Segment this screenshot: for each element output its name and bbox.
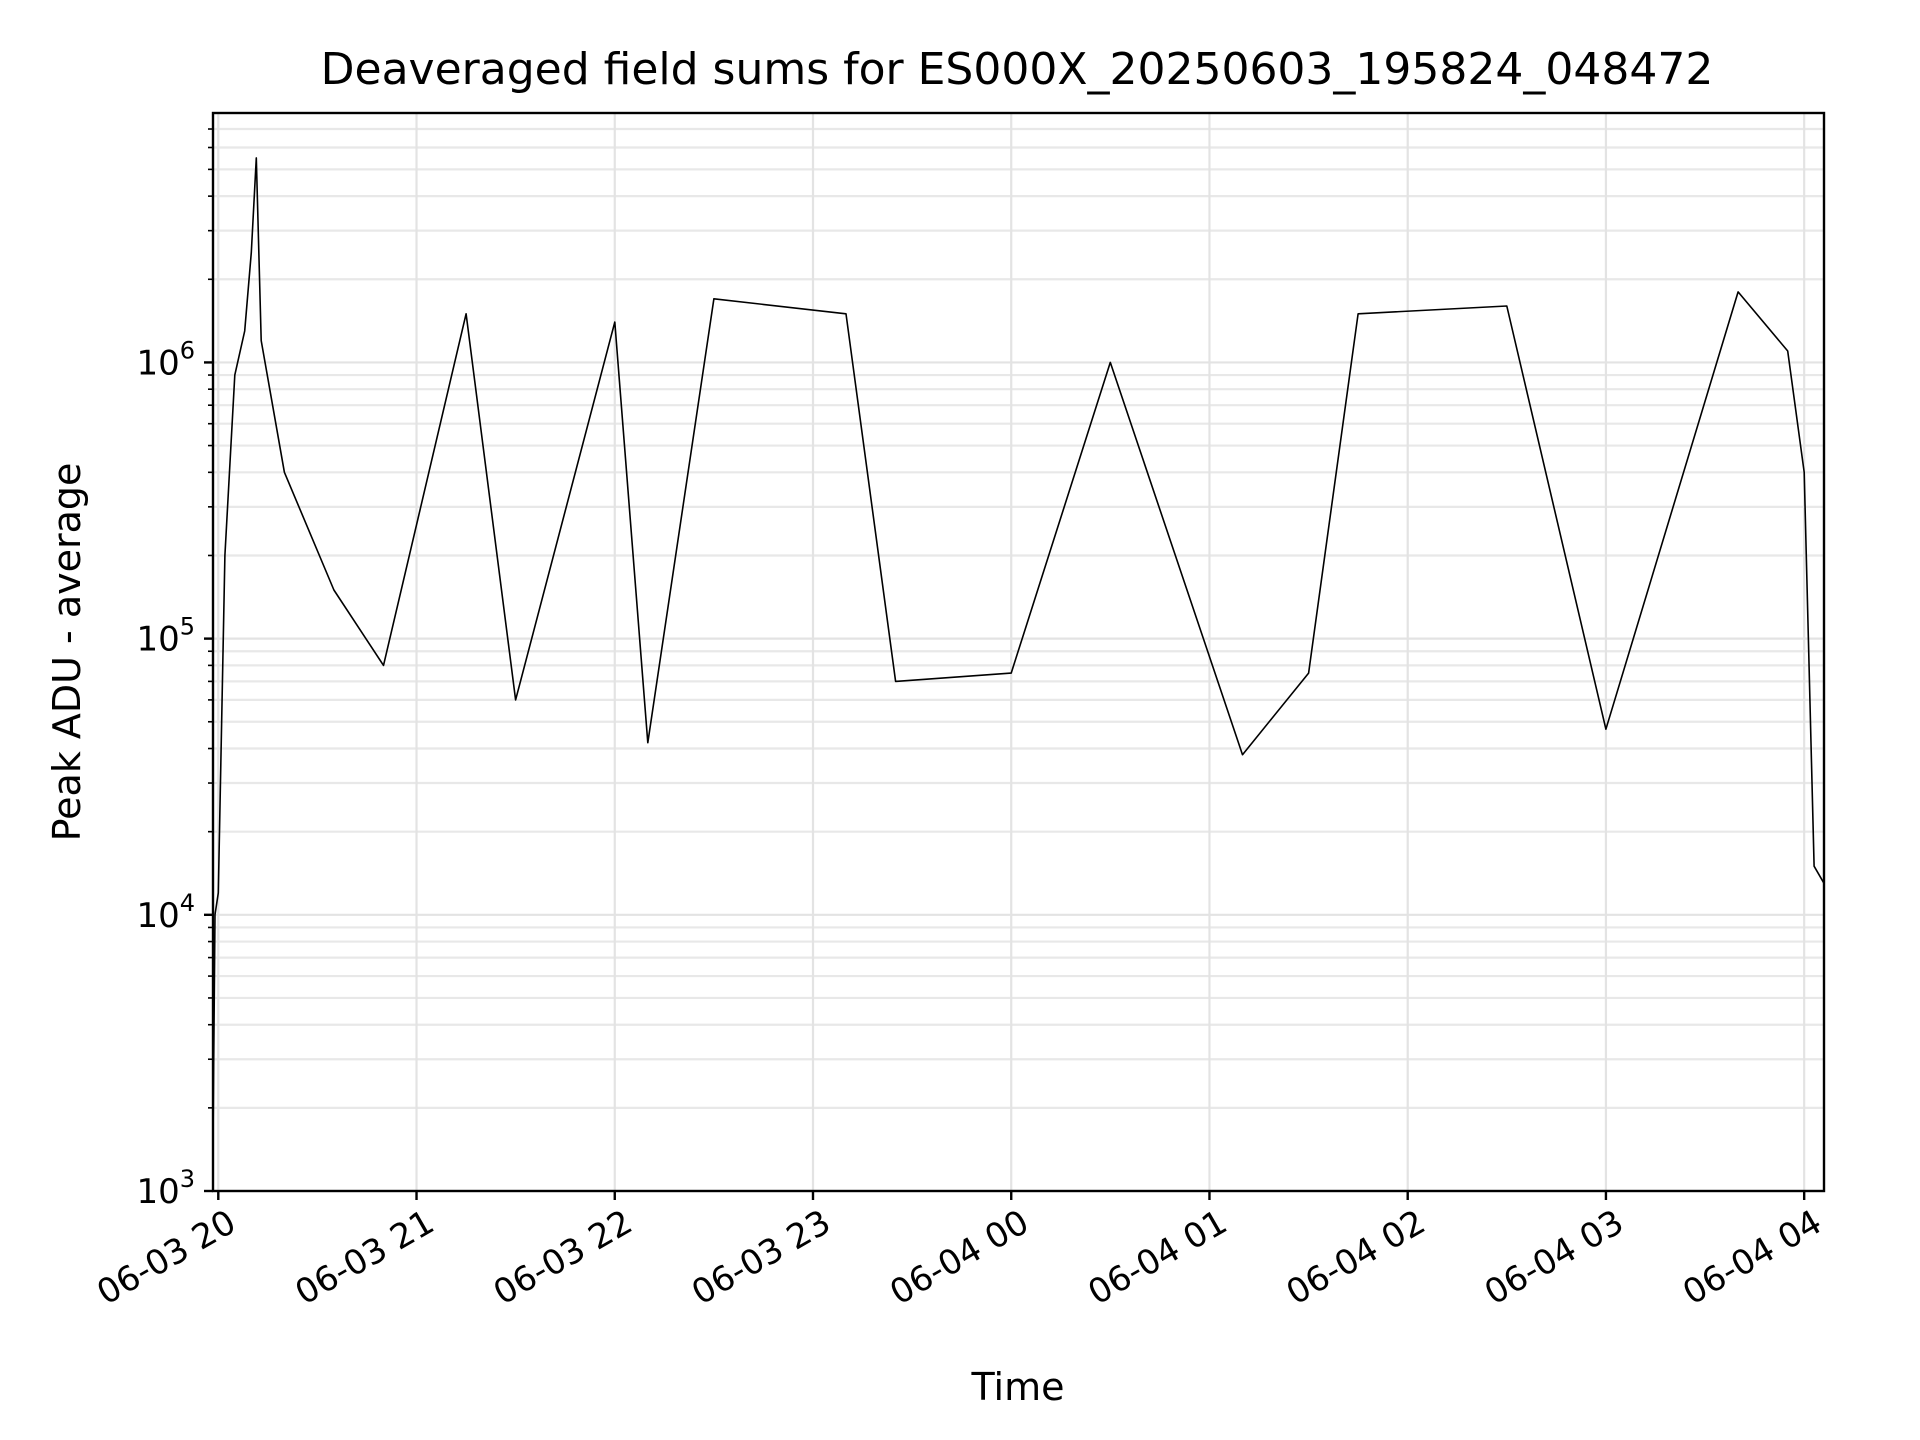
x-axis: 06-03 20 06-03 21 06-03 22 06-03 23 06-04 00…: [90, 1191, 1829, 1313]
x-tick-label: 06-04 04: [1676, 1202, 1828, 1313]
y-tick-label: 104: [136, 889, 195, 936]
y-axis: 103 104 105 106: [136, 128, 213, 1212]
y-tick-label: 106: [136, 336, 195, 383]
x-tick-label: 06-04 02: [1280, 1202, 1432, 1313]
x-tick-label: 06-03 20: [90, 1202, 242, 1313]
x-tick-label: 06-03 23: [685, 1202, 837, 1313]
x-tick-label: 06-03 21: [289, 1202, 441, 1313]
series: [212, 157, 1825, 1143]
x-tick-label: 06-04 00: [883, 1202, 1035, 1313]
y-tick-label: 103: [136, 1165, 195, 1212]
x-tick-label: 06-04 03: [1478, 1202, 1630, 1313]
x-tick-label: 06-03 22: [487, 1202, 639, 1313]
y-axis-label: Peak ADU - average: [45, 463, 89, 842]
y-tick-label: 105: [136, 613, 195, 660]
chart-title: Deaveraged field sums for ES000X_2025060…: [321, 44, 1714, 95]
x-tick-label: 06-04 01: [1082, 1202, 1234, 1313]
x-axis-label: Time: [971, 1365, 1065, 1409]
grid: [213, 113, 1824, 1193]
series-line: [212, 157, 1825, 1143]
